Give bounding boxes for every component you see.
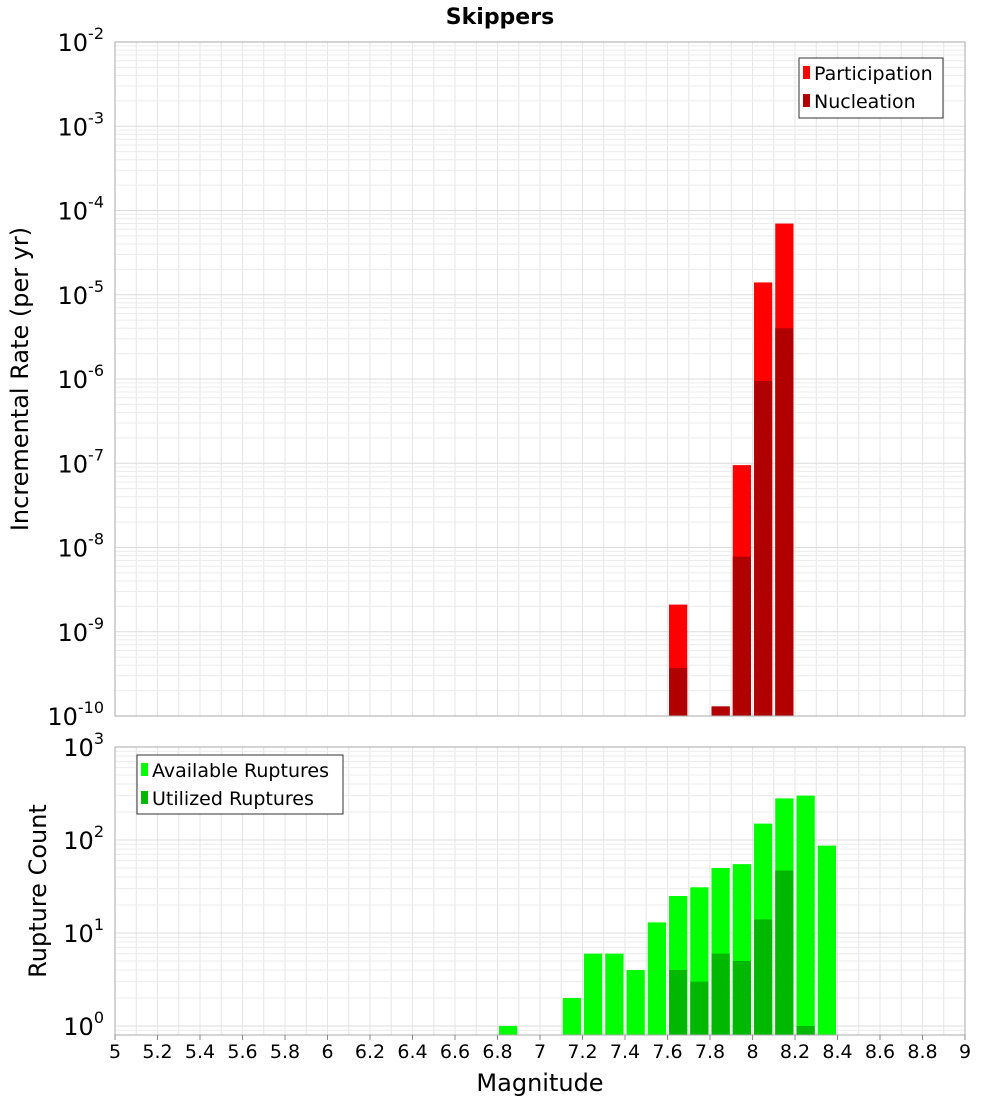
bar bbox=[754, 919, 773, 1035]
bar bbox=[584, 953, 603, 1035]
legend-swatch bbox=[803, 66, 810, 79]
y-tick-label: 10-8 bbox=[58, 530, 105, 563]
x-tick-label: 9 bbox=[959, 1041, 971, 1063]
bar bbox=[669, 969, 688, 1035]
bar bbox=[669, 668, 688, 716]
bar bbox=[754, 380, 773, 716]
y-tick-label: 10-2 bbox=[58, 24, 105, 57]
x-tick-label: 5.4 bbox=[185, 1041, 215, 1063]
bar bbox=[647, 922, 666, 1035]
y-tick-label: 103 bbox=[63, 729, 104, 762]
x-tick-label: 6.6 bbox=[440, 1041, 470, 1063]
legend-swatch bbox=[141, 791, 148, 804]
x-tick-label: 6 bbox=[321, 1041, 333, 1063]
bar bbox=[711, 953, 730, 1035]
x-tick-label: 7.6 bbox=[652, 1041, 682, 1063]
legend-label: Utilized Ruptures bbox=[152, 788, 314, 810]
x-tick-label: 5.6 bbox=[227, 1041, 257, 1063]
x-tick-label: 8.8 bbox=[907, 1041, 937, 1063]
legend: Available Ruptures Utilized Ruptures bbox=[136, 754, 344, 815]
y-tick-label: 10-7 bbox=[58, 445, 105, 478]
y-tick-label: 10-6 bbox=[58, 361, 105, 394]
plot-frame bbox=[114, 41, 966, 717]
bar bbox=[711, 706, 730, 716]
bar bbox=[690, 981, 709, 1035]
y-tick-label: 10-5 bbox=[58, 277, 105, 310]
legend: Participation Nucleation bbox=[798, 57, 944, 119]
x-tick-label: 5 bbox=[109, 1041, 121, 1063]
legend-label: Available Ruptures bbox=[152, 760, 329, 782]
bar bbox=[626, 969, 645, 1035]
x-tick-label: 8 bbox=[746, 1041, 758, 1063]
series-utilized-ruptures bbox=[669, 870, 815, 1035]
chart-title: Skippers bbox=[446, 5, 554, 30]
x-tick-label: 7.2 bbox=[567, 1041, 597, 1063]
x-tick-label: 5.2 bbox=[142, 1041, 172, 1063]
bar bbox=[605, 953, 624, 1035]
legend-box bbox=[136, 754, 344, 815]
y-tick-label: 10-3 bbox=[58, 108, 105, 141]
bar bbox=[732, 556, 751, 716]
legend-label: Nucleation bbox=[814, 91, 916, 113]
y-tick-label: 10-10 bbox=[47, 698, 104, 731]
x-tick-label: 6.8 bbox=[482, 1041, 512, 1063]
x-tick-label: 8.2 bbox=[780, 1041, 810, 1063]
y-tick-label: 101 bbox=[63, 915, 104, 948]
y-tick-label: 10-4 bbox=[58, 193, 105, 226]
bar bbox=[775, 328, 794, 716]
x-axis-label: Magnitude bbox=[476, 1069, 603, 1097]
bottom-y-axis-label: Rupture Count bbox=[24, 804, 52, 978]
y-tick-label: 102 bbox=[63, 822, 104, 855]
y-tick-label: 100 bbox=[63, 1008, 104, 1041]
x-tick-label: 8.4 bbox=[822, 1041, 852, 1063]
legend-label: Participation bbox=[814, 63, 933, 85]
x-tick-label: 7.4 bbox=[610, 1041, 640, 1063]
x-tick-label: 7 bbox=[534, 1041, 546, 1063]
bar bbox=[499, 1025, 518, 1035]
bar bbox=[775, 870, 794, 1035]
legend-swatch bbox=[803, 94, 810, 107]
bar bbox=[562, 997, 581, 1035]
bar bbox=[796, 795, 815, 1035]
x-tick-label: 7.8 bbox=[695, 1041, 725, 1063]
y-tick-label: 10-9 bbox=[58, 614, 105, 647]
top-y-axis-label: Incremental Rate (per yr) bbox=[6, 227, 34, 531]
bar bbox=[732, 960, 751, 1035]
x-tick-label: 6.2 bbox=[355, 1041, 385, 1063]
bar bbox=[796, 1025, 815, 1035]
bar bbox=[817, 845, 836, 1035]
legend-swatch bbox=[141, 763, 148, 776]
x-tick-label: 8.6 bbox=[865, 1041, 895, 1063]
x-tick-label: 6.4 bbox=[397, 1041, 427, 1063]
x-tick-label: 5.8 bbox=[270, 1041, 300, 1063]
panel-incremental-rate: 10-2 10-3 10-4 10-5 10-6 10-7 10-8 10-9 10-10 Par… bbox=[47, 24, 966, 731]
series-nucleation bbox=[669, 328, 794, 716]
legend-box bbox=[798, 57, 944, 119]
